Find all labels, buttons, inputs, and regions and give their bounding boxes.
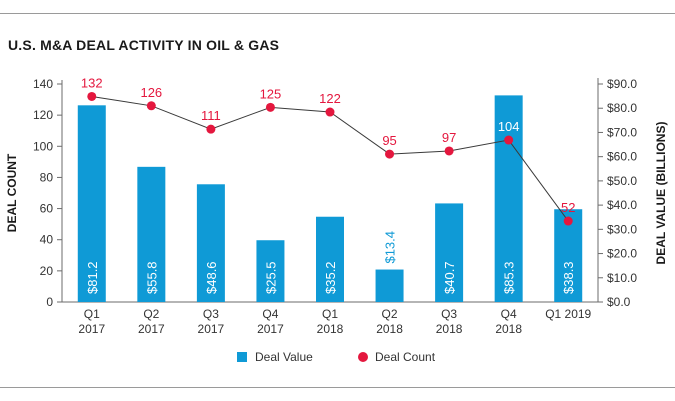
left-tick-label: 80 (40, 170, 54, 184)
deal-count-label: 126 (140, 85, 162, 100)
x-tick-label-year: 2017 (257, 322, 284, 336)
bar-deal-value (375, 269, 404, 302)
x-tick-label: Q1 2019 (545, 307, 591, 321)
bottom-rule (0, 387, 675, 388)
x-tick-label-year: 2018 (436, 322, 463, 336)
deal-count-point (563, 216, 573, 226)
bar-value-label: $55.8 (144, 261, 159, 294)
legend-label-deal-value: Deal Value (255, 350, 313, 364)
right-tick-label: $10.0 (607, 271, 637, 285)
bar-value-label: $25.5 (263, 261, 278, 294)
bar-deal-value (494, 95, 523, 302)
bar-value-label: $81.2 (85, 261, 100, 294)
bar-deal-value (256, 240, 285, 302)
deal-count-label: 97 (442, 130, 456, 145)
x-tick-label: Q3 (203, 307, 219, 321)
right-tick-label: $0.0 (607, 295, 631, 309)
deal-count-point (206, 124, 216, 134)
left-tick-label: 60 (40, 202, 54, 216)
legend-marker-deal-count (358, 352, 368, 362)
legend-label-deal-count: Deal Count (375, 350, 436, 364)
deal-count-point (325, 107, 335, 117)
bar-deal-value (137, 166, 166, 302)
right-tick-label: $90.0 (607, 77, 637, 91)
right-axis-title: DEAL VALUE (BILLIONS) (654, 122, 668, 265)
bar-deal-value (196, 184, 225, 302)
x-tick-label: Q2 (143, 307, 159, 321)
left-tick-label: 0 (46, 295, 53, 309)
deal-count-label: 104 (498, 119, 520, 134)
x-tick-label: Q4 (262, 307, 278, 321)
bar-value-label: $40.7 (442, 261, 457, 294)
left-tick-label: 40 (40, 233, 54, 247)
deal-count-point (504, 135, 514, 145)
x-tick-label: Q2 (382, 307, 398, 321)
x-tick-label-year: 2018 (317, 322, 344, 336)
bar-value-label: $13.4 (383, 231, 398, 264)
bar-deal-value (316, 216, 344, 302)
x-tick-label-year: 2017 (138, 322, 165, 336)
bar-deal-value (435, 203, 464, 302)
right-tick-label: $70.0 (607, 125, 637, 139)
right-tick-label: $30.0 (607, 222, 637, 236)
deal-count-point (265, 102, 275, 112)
x-tick-label: Q1 (322, 307, 338, 321)
deal-count-point (87, 91, 97, 101)
deal-count-point (444, 146, 454, 156)
x-tick-label-year: 2017 (198, 322, 225, 336)
deal-count-label: 95 (382, 133, 396, 148)
bar-value-label: $85.3 (502, 261, 517, 294)
deal-count-point (385, 149, 395, 159)
left-tick-label: 100 (33, 139, 53, 153)
x-tick-label: Q1 (84, 307, 100, 321)
deal-count-point (146, 101, 156, 111)
deal-count-label: 111 (201, 108, 221, 123)
bar-value-label: $35.2 (323, 261, 338, 294)
left-tick-label: 120 (33, 108, 53, 122)
bar-value-label: $48.6 (204, 261, 219, 294)
x-tick-label: Q3 (441, 307, 457, 321)
chart-title: U.S. M&A DEAL ACTIVITY IN OIL & GAS (8, 37, 280, 53)
right-tick-label: $80.0 (607, 101, 637, 115)
deal-count-label: 122 (319, 91, 341, 106)
right-tick-label: $20.0 (607, 247, 637, 261)
x-tick-label-year: 2018 (495, 322, 522, 336)
bar-deal-value (77, 105, 106, 302)
x-tick-label-year: 2017 (78, 322, 105, 336)
right-tick-label: $60.0 (607, 150, 637, 164)
left-axis-title: DEAL COUNT (5, 153, 19, 232)
deal-count-label: 52 (561, 200, 575, 215)
deal-count-label: 125 (260, 86, 282, 101)
left-tick-label: 140 (33, 77, 53, 91)
right-tick-label: $50.0 (607, 174, 637, 188)
bar-value-label: $38.3 (561, 261, 576, 294)
x-tick-label-year: 2018 (376, 322, 403, 336)
x-tick-label: Q4 (501, 307, 517, 321)
right-tick-label: $40.0 (607, 198, 637, 212)
legend-swatch-deal-value (237, 352, 247, 362)
top-rule (0, 13, 675, 14)
left-tick-label: 20 (40, 264, 54, 278)
deal-count-label: 132 (81, 75, 103, 90)
